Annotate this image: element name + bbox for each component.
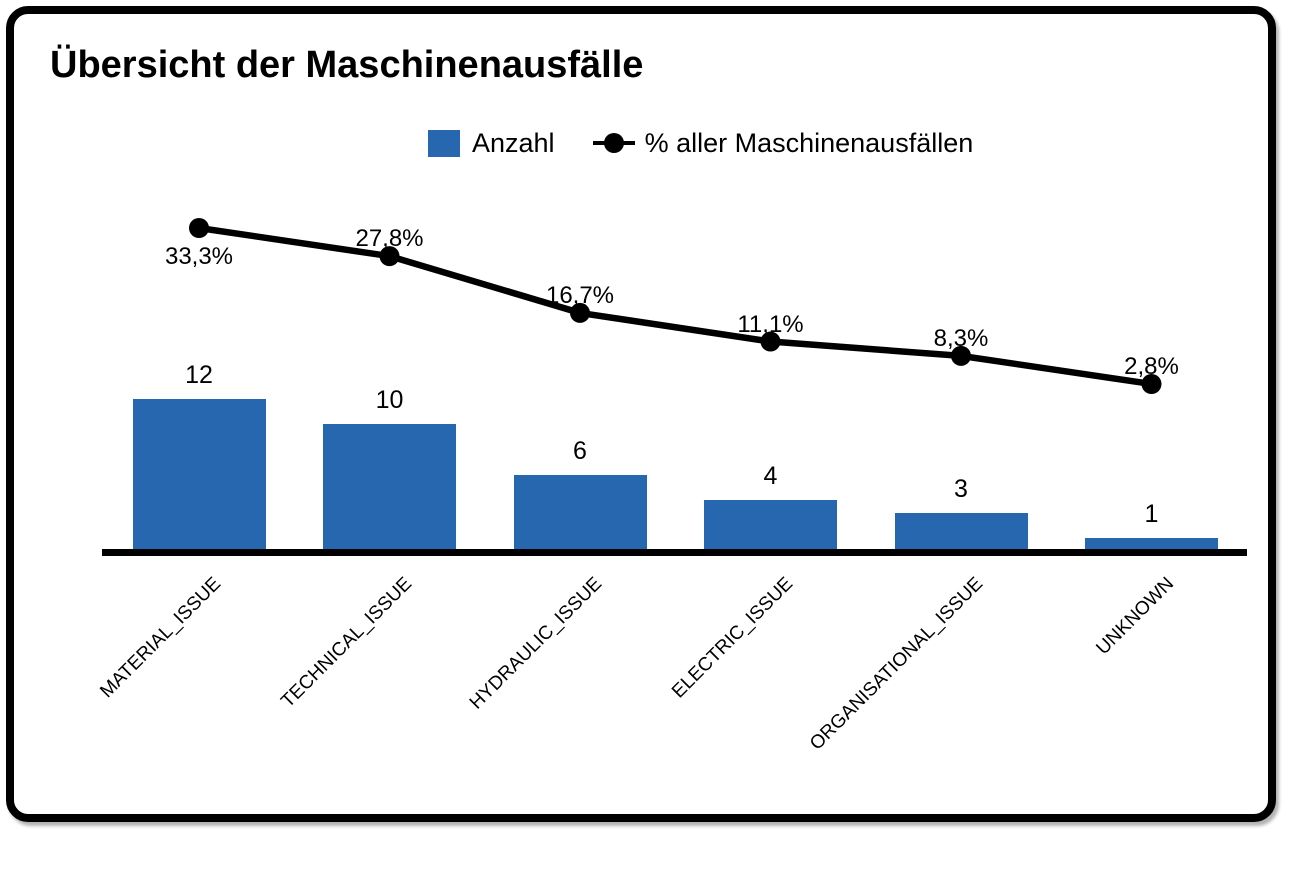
percent-label-organisational-issue: 8,3% [933,324,989,352]
percent-line [198,224,1152,388]
bar-electric-issue[interactable] [704,500,837,551]
bar-technical-issue[interactable] [323,424,456,551]
percent-label-material-issue: 33,3% [164,243,234,270]
bar-value-label-technical-issue: 10 [375,386,404,414]
line-point-material-issue[interactable] [189,218,209,238]
percent-label-electric-issue: 11,1% [737,310,804,338]
bar-value-label-material-issue: 12 [185,360,213,389]
bar-legend-label[interactable]: Anzahl [472,127,555,158]
line-legend-dot-icon [603,133,624,153]
bar-legend-swatch [428,129,460,157]
percent-label-hydraulic-issue: 16,7% [545,281,615,309]
bar-unknown[interactable] [1085,538,1218,551]
bar-value-label-electric-issue: 4 [763,462,778,491]
line-point-unknown[interactable] [1141,374,1162,395]
bar-value-label-unknown: 1 [1144,500,1159,529]
percent-label-technical-issue: 27,8% [355,225,424,253]
x-axis-line [102,549,1247,556]
percent-line-layer [189,218,1162,395]
line-point-electric-issue[interactable] [760,331,781,352]
line-legend-label[interactable]: % aller Maschinenausfällen [644,127,974,158]
bar-value-label-organisational-issue: 3 [954,474,968,503]
line-point-technical-issue[interactable] [379,246,400,267]
bar-organisational-issue[interactable] [894,512,1028,551]
percent-label-unknown: 2,8% [1124,353,1179,380]
page-title: Übersicht der Maschinenausfälle [50,44,644,86]
line-point-organisational-issue[interactable] [951,345,971,366]
bar-hydraulic-issue[interactable] [513,474,647,551]
bar-material-issue[interactable] [132,398,266,551]
legend: Anzahl % aller Maschinenausfällen [428,126,973,160]
pareto-chart: 12 10 6 4 3 1 33,3% 27,8% 16,7% 11,1% 8,3% 2,8% MATE… [96,218,1247,754]
line-point-hydraulic-issue[interactable] [570,302,590,323]
line-legend-marker-icon [592,133,635,153]
bar-value-label-hydraulic-issue: 6 [573,436,587,465]
